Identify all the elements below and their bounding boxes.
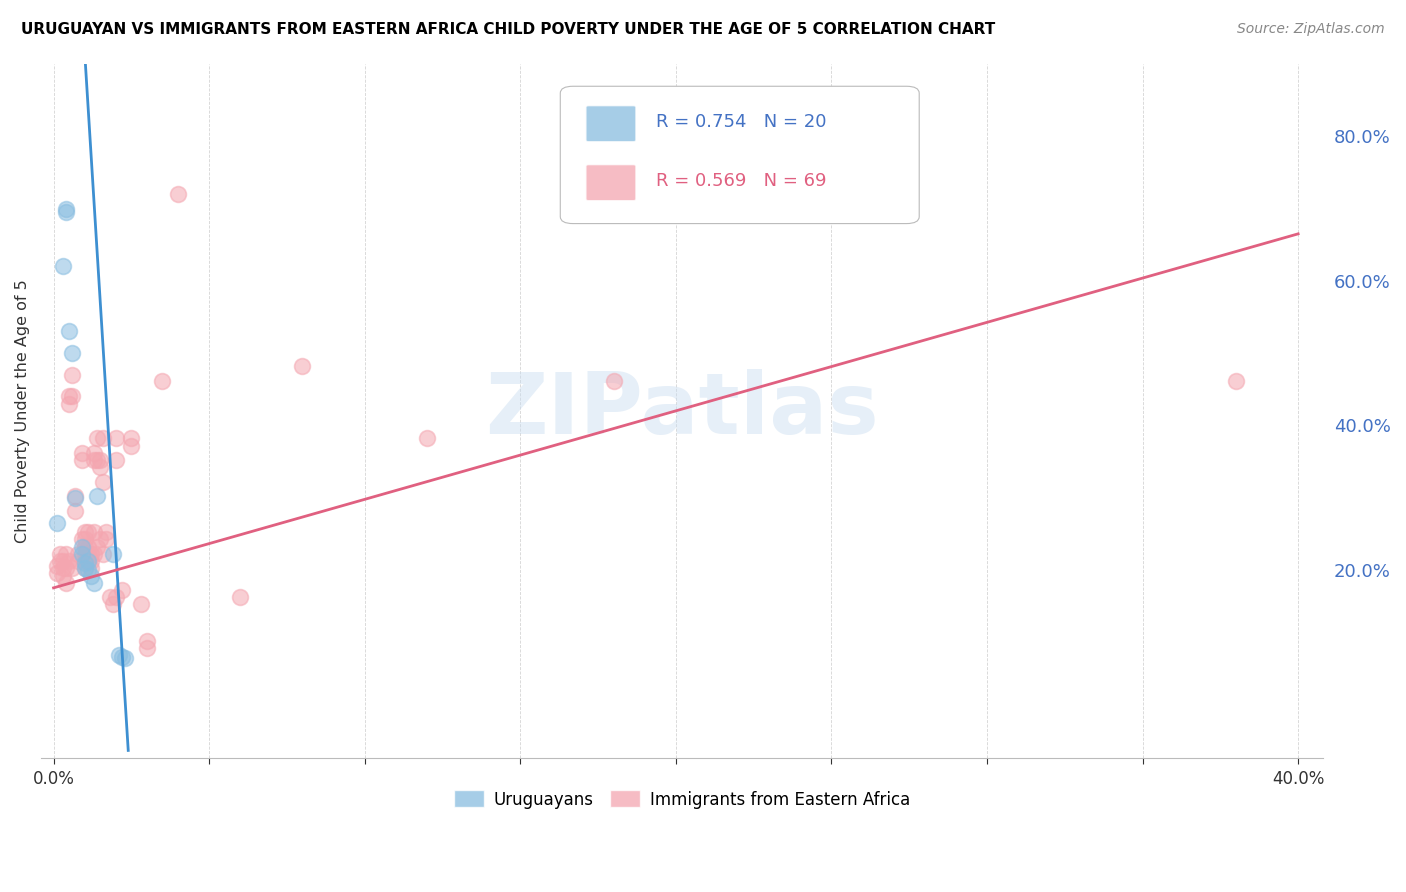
Text: R = 0.754   N = 20: R = 0.754 N = 20 bbox=[657, 112, 827, 130]
Point bbox=[73, 533, 96, 547]
Point bbox=[45, 559, 67, 574]
Point bbox=[60, 561, 83, 575]
Point bbox=[91, 475, 114, 489]
Point bbox=[65, 489, 87, 503]
Point bbox=[80, 547, 103, 561]
Point bbox=[291, 359, 314, 373]
Point bbox=[89, 460, 111, 475]
Point bbox=[167, 187, 190, 202]
Point bbox=[58, 325, 80, 339]
Text: ZIPatlas: ZIPatlas bbox=[485, 369, 879, 452]
Point bbox=[58, 389, 80, 403]
Y-axis label: Child Poverty Under the Age of 5: Child Poverty Under the Age of 5 bbox=[15, 279, 30, 542]
Text: R = 0.569   N = 69: R = 0.569 N = 69 bbox=[657, 171, 827, 190]
Point bbox=[86, 540, 108, 554]
Point bbox=[55, 205, 77, 219]
Point bbox=[114, 651, 136, 665]
Point bbox=[111, 582, 134, 597]
FancyBboxPatch shape bbox=[586, 165, 636, 201]
Point bbox=[76, 563, 98, 577]
Point bbox=[52, 568, 75, 582]
Point bbox=[52, 561, 75, 575]
Point bbox=[73, 525, 96, 540]
Point bbox=[86, 489, 108, 503]
Point bbox=[58, 396, 80, 410]
Point bbox=[49, 554, 72, 568]
Text: URUGUAYAN VS IMMIGRANTS FROM EASTERN AFRICA CHILD POVERTY UNDER THE AGE OF 5 COR: URUGUAYAN VS IMMIGRANTS FROM EASTERN AFR… bbox=[21, 22, 995, 37]
FancyBboxPatch shape bbox=[586, 105, 636, 142]
Point bbox=[91, 547, 114, 561]
Point bbox=[76, 525, 98, 540]
Point bbox=[89, 533, 111, 547]
Point bbox=[101, 547, 124, 561]
Point bbox=[73, 561, 96, 575]
Point bbox=[108, 648, 131, 662]
Point bbox=[416, 431, 439, 445]
Point bbox=[70, 446, 93, 460]
Point bbox=[73, 561, 96, 575]
Point bbox=[83, 547, 105, 561]
Point bbox=[76, 547, 98, 561]
Point bbox=[120, 431, 142, 445]
Point bbox=[1225, 374, 1247, 388]
Point bbox=[104, 431, 127, 445]
Point bbox=[120, 438, 142, 452]
Point bbox=[129, 598, 152, 612]
Point bbox=[45, 566, 67, 581]
Point bbox=[86, 453, 108, 467]
FancyBboxPatch shape bbox=[560, 87, 920, 224]
Point bbox=[60, 346, 83, 360]
Point bbox=[60, 389, 83, 403]
Point bbox=[111, 650, 134, 665]
Point bbox=[96, 533, 118, 547]
Point bbox=[58, 554, 80, 568]
Point bbox=[52, 554, 75, 568]
Point bbox=[65, 503, 87, 517]
Point bbox=[135, 633, 157, 648]
Point bbox=[55, 561, 77, 575]
Point bbox=[602, 374, 624, 388]
Point bbox=[70, 453, 93, 467]
Point bbox=[60, 368, 83, 382]
Point bbox=[91, 431, 114, 445]
Point bbox=[70, 540, 93, 554]
Text: Source: ZipAtlas.com: Source: ZipAtlas.com bbox=[1237, 22, 1385, 37]
Point bbox=[83, 525, 105, 540]
Point bbox=[86, 431, 108, 445]
Point bbox=[49, 547, 72, 561]
Point bbox=[76, 554, 98, 568]
Point bbox=[67, 547, 90, 561]
Point bbox=[96, 525, 118, 540]
Point bbox=[76, 540, 98, 554]
Point bbox=[80, 561, 103, 575]
Point bbox=[80, 568, 103, 582]
Point bbox=[73, 540, 96, 554]
Point bbox=[104, 591, 127, 605]
Point bbox=[104, 453, 127, 467]
Point bbox=[55, 575, 77, 590]
Point bbox=[55, 202, 77, 216]
Point bbox=[52, 260, 75, 274]
Point bbox=[229, 591, 252, 605]
Point bbox=[89, 453, 111, 467]
Point bbox=[73, 554, 96, 568]
Point bbox=[55, 547, 77, 561]
Point bbox=[83, 453, 105, 467]
Point bbox=[76, 554, 98, 568]
Point bbox=[83, 446, 105, 460]
Point bbox=[70, 547, 93, 561]
Point bbox=[65, 491, 87, 505]
Legend: Uruguayans, Immigrants from Eastern Africa: Uruguayans, Immigrants from Eastern Afri… bbox=[447, 784, 917, 815]
Point bbox=[73, 556, 96, 570]
Point bbox=[101, 598, 124, 612]
Point bbox=[98, 591, 121, 605]
Point bbox=[152, 374, 174, 388]
Point bbox=[73, 547, 96, 561]
Point bbox=[45, 516, 67, 530]
Point bbox=[67, 554, 90, 568]
Point bbox=[70, 533, 93, 547]
Point bbox=[135, 640, 157, 655]
Point bbox=[80, 554, 103, 568]
Point bbox=[83, 575, 105, 590]
